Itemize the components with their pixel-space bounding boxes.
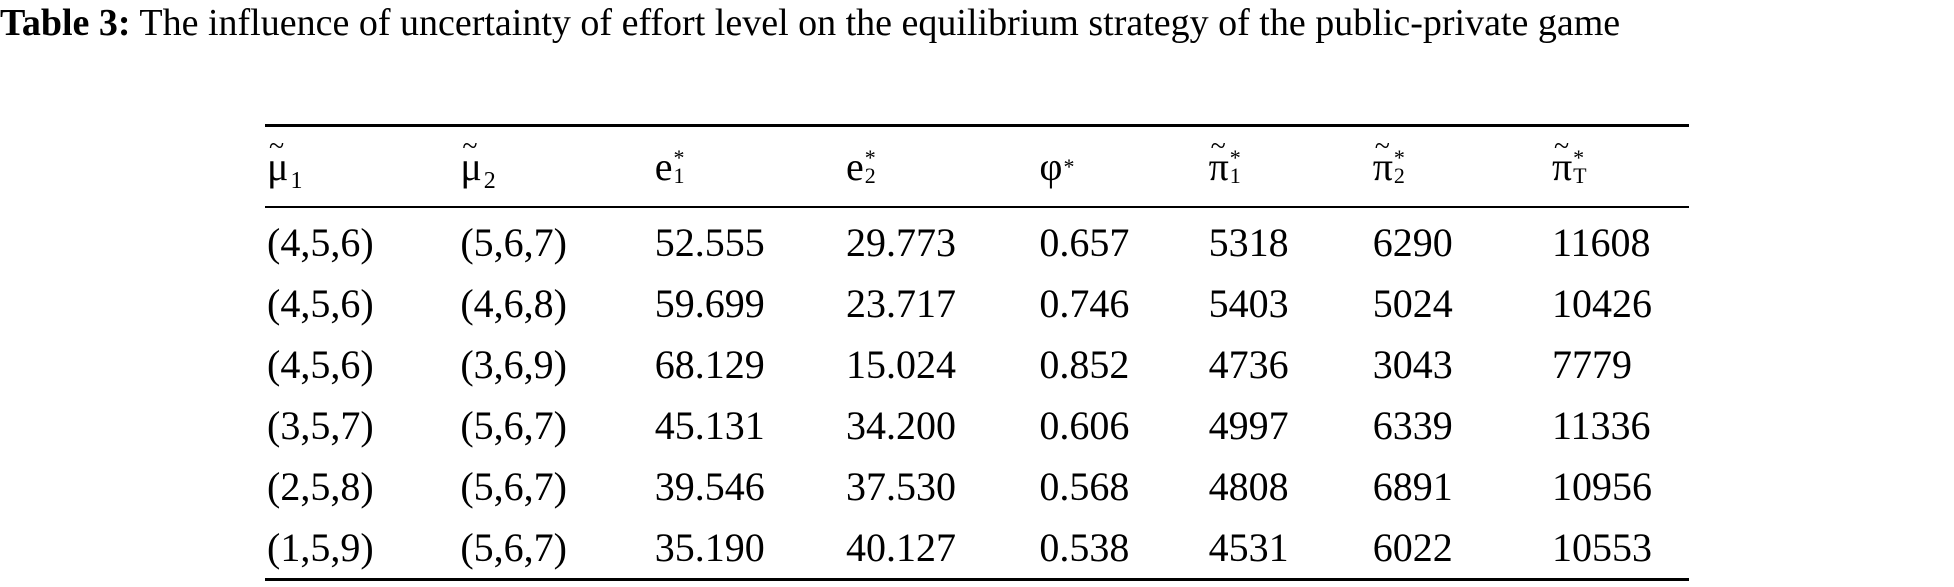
- table-cell: 29.773: [846, 220, 957, 265]
- caption-text: The influence of uncertainty of effort l…: [130, 2, 1621, 44]
- table-row: (4,5,6) (3,6,9) 68.129 15.024 0.852 4736…: [265, 334, 1689, 395]
- table-cell: 68.129: [654, 342, 765, 387]
- table-cell: (4,5,6): [267, 281, 374, 326]
- results-table-container: ~ μ1 ~ μ2 e * 1 e * 2 φ * ~ π * 1 ~ π * 2: [265, 124, 1689, 581]
- table-cell: 45.131: [654, 403, 765, 448]
- table-header-row: ~ μ1 ~ μ2 e * 1 e * 2 φ * ~ π * 1 ~ π * 2: [265, 125, 1689, 207]
- table-cell: 0.852: [1039, 342, 1130, 387]
- header-phi: φ *: [1039, 144, 1075, 189]
- table-cell: (3,5,7): [267, 403, 374, 448]
- table-cell: 23.717: [846, 281, 957, 326]
- results-table: ~ μ1 ~ μ2 e * 1 e * 2 φ * ~ π * 1 ~ π * 2: [265, 124, 1689, 581]
- table-cell: (4,5,6): [267, 220, 374, 265]
- table-cell: (5,6,7): [460, 464, 567, 509]
- table-cell: 4808: [1208, 464, 1289, 509]
- table-cell: 59.699: [654, 281, 765, 326]
- table-cell: 10553: [1551, 525, 1652, 570]
- table-cell: 6339: [1372, 403, 1453, 448]
- table-cell: 4997: [1208, 403, 1289, 448]
- table-cell: (1,5,9): [267, 525, 374, 570]
- table-row: (2,5,8) (5,6,7) 39.546 37.530 0.568 4808…: [265, 456, 1689, 517]
- table-cell: 7779: [1551, 342, 1632, 387]
- table-row: (3,5,7) (5,6,7) 45.131 34.200 0.606 4997…: [265, 395, 1689, 456]
- table-cell: (5,6,7): [460, 403, 567, 448]
- table-cell: 0.538: [1039, 525, 1130, 570]
- table-cell: 35.190: [654, 525, 765, 570]
- table-cell: 5318: [1208, 220, 1289, 265]
- table-cell: (5,6,7): [460, 525, 567, 570]
- header-pi1: ~ π * 1: [1208, 131, 1241, 189]
- header-e2: e * 2: [846, 144, 876, 189]
- header-mu1: ~ μ1: [267, 131, 303, 195]
- table-cell: 6891: [1372, 464, 1453, 509]
- table-cell: 52.555: [654, 220, 765, 265]
- table-cell: 5024: [1372, 281, 1453, 326]
- table-row: (4,5,6) (5,6,7) 52.555 29.773 0.657 5318…: [265, 207, 1689, 273]
- header-e1: e * 1: [654, 144, 685, 189]
- table-cell: 4531: [1208, 525, 1289, 570]
- table-cell: 0.568: [1039, 464, 1130, 509]
- table-row: (4,5,6) (4,6,8) 59.699 23.717 0.746 5403…: [265, 273, 1689, 334]
- table-cell: 39.546: [654, 464, 765, 509]
- table-cell: 34.200: [846, 403, 957, 448]
- table-cell: 3043: [1372, 342, 1453, 387]
- table-cell: 5403: [1208, 281, 1289, 326]
- table-cell: 6290: [1372, 220, 1453, 265]
- table-cell: 11336: [1551, 403, 1651, 448]
- table-cell: 6022: [1372, 525, 1453, 570]
- table-caption: Table 3: The influence of uncertainty of…: [0, 0, 1954, 47]
- table-cell: (2,5,8): [267, 464, 374, 509]
- table-cell: (4,5,6): [267, 342, 374, 387]
- table-cell: 40.127: [846, 525, 957, 570]
- table-cell: 4736: [1208, 342, 1289, 387]
- header-pi2: ~ π * 2: [1372, 131, 1405, 189]
- table-cell: 0.657: [1039, 220, 1130, 265]
- table-cell: 37.530: [846, 464, 957, 509]
- table-row: (1,5,9) (5,6,7) 35.190 40.127 0.538 4531…: [265, 517, 1689, 580]
- caption-label: Table 3:: [0, 2, 131, 44]
- table-cell: 15.024: [846, 342, 957, 387]
- table-cell: (3,6,9): [460, 342, 567, 387]
- table-cell: 11608: [1551, 220, 1651, 265]
- table-cell: 0.606: [1039, 403, 1130, 448]
- table-cell: 0.746: [1039, 281, 1130, 326]
- table-cell: (4,6,8): [460, 281, 567, 326]
- table-cell: (5,6,7): [460, 220, 567, 265]
- header-mu2: ~ μ2: [460, 131, 496, 195]
- header-piT: ~ π * T: [1551, 131, 1587, 189]
- table-cell: 10956: [1551, 464, 1652, 509]
- table-cell: 10426: [1551, 281, 1652, 326]
